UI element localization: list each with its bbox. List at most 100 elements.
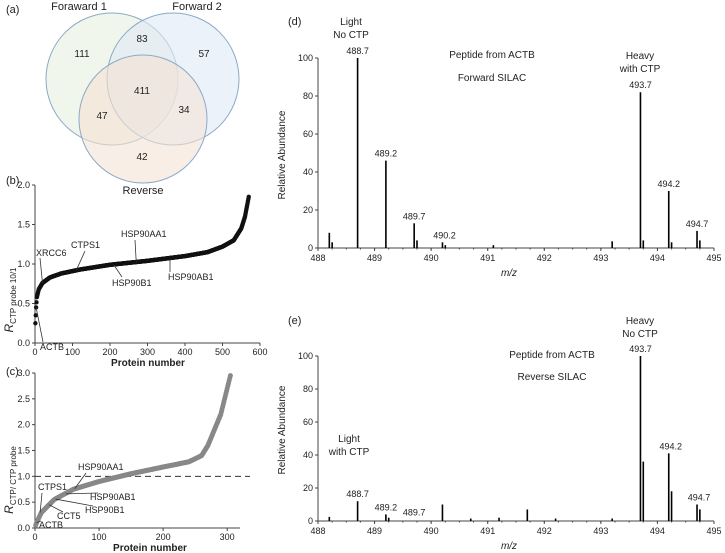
venn-count-rev-only: 42	[136, 152, 148, 163]
spectrum-d-group-heavy-1: Heavy	[626, 51, 654, 62]
spectrum-d-x-tick-label: 492	[537, 253, 552, 263]
spectrum-e-peak-label: 494.2	[659, 441, 682, 451]
spectrum-e-y-tick-label: 80	[303, 384, 313, 394]
spectrum-e-xlabel: m/z	[501, 541, 517, 552]
spectrum-d-group-light-1: Light	[340, 17, 362, 28]
chart-b-annotation-arrow	[134, 239, 137, 263]
spectrum-d-y-tick-label: 0	[308, 243, 313, 253]
chart-b-xlabel: Protein number	[111, 358, 185, 369]
chart-c-ylabel-main: R	[2, 505, 16, 514]
spectrum-e-title: Peptide from ACTB	[509, 350, 595, 361]
spectrum-reverse: Peptide from ACTB Reverse SILAC m/z Rela…	[277, 316, 722, 552]
chart-c-annotation-arrow	[55, 498, 94, 507]
panel-label-d: (d)	[288, 16, 301, 28]
venn-circle-reverse	[78, 54, 208, 184]
spectrum-e-x-tick-label: 494	[650, 526, 665, 536]
spectrum-e-x-tick-label: 492	[537, 526, 552, 536]
spectrum-d-x-tick-label: 491	[480, 253, 495, 263]
spectrum-e-group-heavy-2: No CTP	[622, 329, 658, 340]
spectrum-e-peak-label: 493.7	[629, 344, 652, 354]
spectrum-d-subtitle: Forward SILAC	[458, 73, 526, 84]
chart-b-x-tick-label: 0	[32, 347, 37, 357]
spectrum-e-y-tick-label: 100	[298, 351, 313, 361]
chart-b-annotation-label: HSP90AA1	[121, 229, 167, 239]
chart-b-x-tick-label: 200	[102, 347, 117, 357]
chart-c-annotation-label: CTPS1	[38, 482, 67, 492]
spectrum-d-x-tick-label: 490	[424, 253, 439, 263]
chart-b-point	[33, 321, 38, 326]
chart-c-y-tick-label: 1.5	[17, 446, 30, 456]
chart-c-x-tick-label: 100	[92, 532, 107, 542]
chart-c-y-tick-label: 2.0	[17, 420, 30, 430]
spectrum-e-y-tick-label: 0	[308, 516, 313, 526]
chart-b-annotation-label: CTPS1	[71, 240, 100, 250]
spectrum-e-y-tick-label: 40	[303, 450, 313, 460]
chart-c-point	[227, 373, 233, 379]
spectrum-d-x-tick-label: 494	[650, 253, 665, 263]
spectrum-e-subtitle: Reverse SILAC	[518, 372, 587, 383]
spectrum-d-peak-label: 489.2	[375, 149, 398, 159]
spectrum-e-x-tick-label: 490	[424, 526, 439, 536]
venn-count-f1-rev: 47	[96, 111, 108, 122]
chart-c-ylabel-sub: CTP/ CTP probe	[9, 446, 18, 506]
spectrum-d-y-tick-label: 60	[303, 129, 313, 139]
panel-label-c: (c)	[6, 366, 19, 378]
venn-count-f1-f2: 83	[136, 34, 148, 45]
chart-b-ylabel-sub: CTP probe 10/1	[9, 267, 18, 324]
chart-b-point	[246, 194, 251, 200]
chart-b-ylabel: RCTP probe 10/1	[2, 267, 18, 333]
panel-label-a: (a)	[6, 4, 19, 16]
chart-c-x-tick-label: 300	[220, 532, 235, 542]
chart-c-y-tick-label: 0.5	[17, 497, 30, 507]
chart-b-annotation-label: HSP90B1	[112, 278, 152, 288]
chart-b-annotation-label: XRCC6	[36, 248, 67, 258]
spectrum-d-peak-label: 490.2	[433, 230, 456, 240]
spectrum-e-x-tick-label: 488	[310, 526, 325, 536]
chart-c-annotation-label: ACTB	[39, 520, 63, 530]
spectrum-e-x-tick-label: 491	[480, 526, 495, 536]
spectrum-d-y-tick-label: 40	[303, 167, 313, 177]
chart-b-y-tick-label: 1.5	[17, 220, 30, 230]
venn-set-label-forward-2: Forward 2	[172, 1, 222, 13]
chart-c-annotation-arrow	[39, 492, 43, 513]
spectrum-d-peak-label: 494.7	[686, 219, 709, 229]
ranked-ratio-chart-b: Protein number RCTP probe 10/1 0 100 200 30…	[2, 180, 268, 369]
chart-c-annotation-arrow	[36, 520, 42, 524]
venn-count-f1-only: 111	[74, 49, 90, 60]
chart-b-y-tick-label: 0.5	[17, 299, 30, 309]
venn-count-f2-rev: 34	[178, 105, 190, 116]
chart-c-ylabel: RCTP/ CTP probe	[2, 446, 18, 514]
chart-b-y-tick-label: 1.0	[17, 259, 30, 269]
spectrum-e-peak-label: 489.2	[375, 502, 398, 512]
chart-b-x-tick-label: 600	[252, 347, 267, 357]
spectrum-e-x-tick-label: 489	[367, 526, 382, 536]
spectrum-e-x-tick-label: 495	[706, 526, 721, 536]
chart-c-x-tick-label: 0	[32, 532, 37, 542]
spectrum-d-peak-label: 488.7	[346, 46, 369, 56]
chart-c-y-tick-label: 1.0	[17, 471, 30, 481]
chart-b-annotation-arrow	[113, 264, 123, 278]
venn-count-all: 411	[134, 86, 150, 97]
spectrum-d-peak-label: 493.7	[629, 80, 652, 90]
panel-label-e: (e)	[288, 315, 301, 327]
chart-c-y-tick-label: 2.5	[17, 394, 30, 404]
spectrum-d-ylabel: Relative Abundance	[277, 110, 288, 199]
spectrum-d-x-tick-label: 489	[367, 253, 382, 263]
spectrum-d-group-heavy-2: with CTP	[619, 64, 661, 75]
chart-b-ylabel-main: R	[2, 324, 16, 333]
spectrum-d-x-tick-label: 488	[310, 253, 325, 263]
chart-b-annotation-arrow	[75, 250, 86, 271]
spectrum-d-xlabel: m/z	[501, 268, 517, 279]
chart-b-point	[33, 313, 38, 318]
chart-c-annotation-arrow	[65, 492, 99, 495]
chart-c-annotation-label: CCT5	[57, 511, 81, 521]
svg-text:RCTP probe 10/1: RCTP probe 10/1	[2, 267, 18, 333]
chart-b-y-tick-label: 0.0	[17, 338, 30, 348]
spectrum-d-group-light-2: No CTP	[333, 30, 369, 41]
chart-c-annotation-label: HSP90AB1	[90, 492, 136, 502]
spectrum-d-x-tick-label: 495	[706, 253, 721, 263]
spectrum-e-group-light-2: with CTP	[328, 447, 370, 458]
chart-b-point	[34, 300, 39, 305]
chart-b-x-tick-label: 100	[65, 347, 80, 357]
